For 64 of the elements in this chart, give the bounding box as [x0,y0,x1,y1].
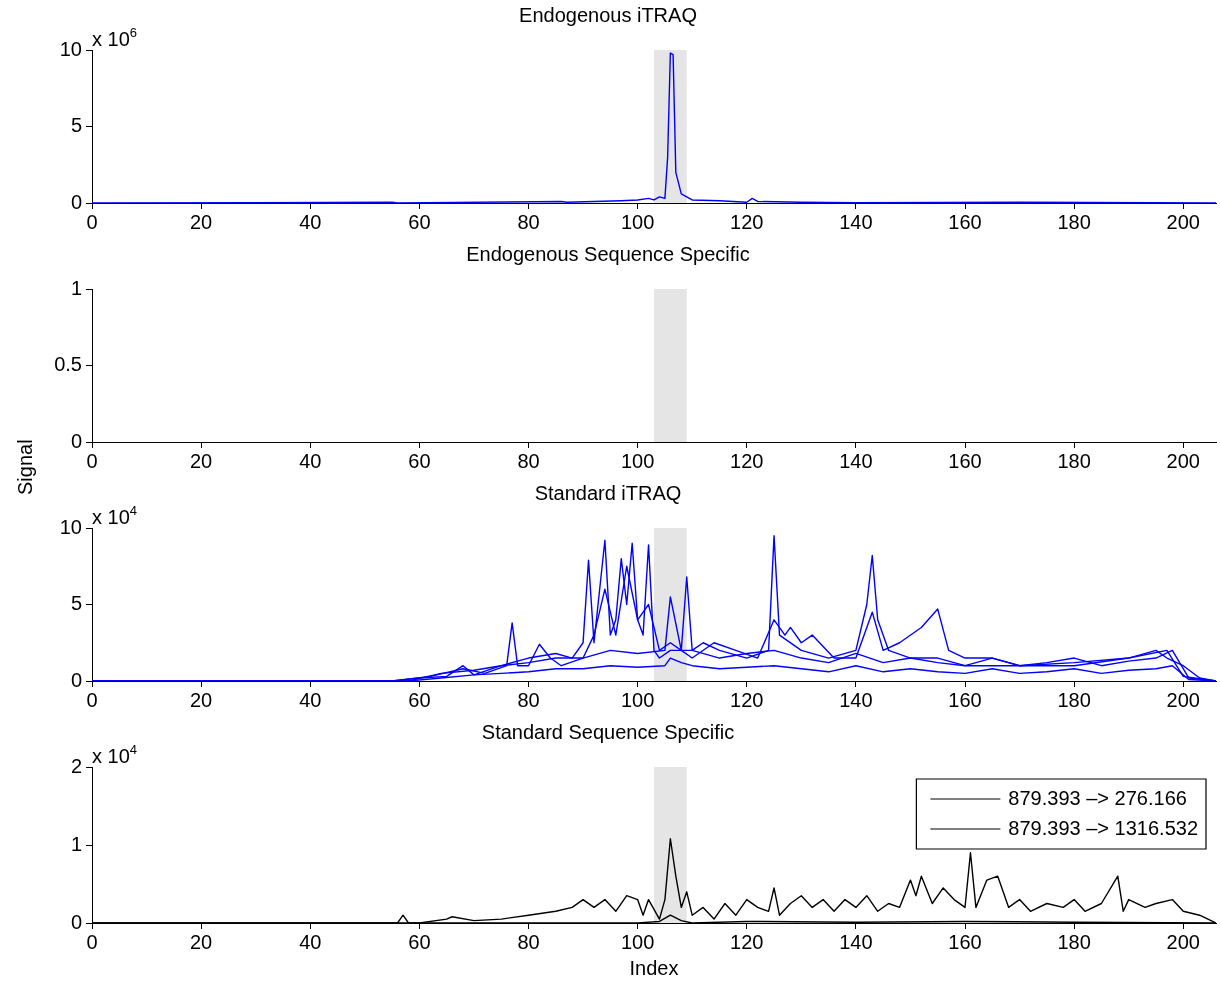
x-tick-label: 100 [620,449,655,472]
x-tick-label: 120 [730,688,764,711]
y-tick-label: 2 [70,754,82,777]
x-tick-label: 100 [620,210,655,233]
chart-title: Standard iTRAQ [534,481,682,504]
y-tick-label: 0 [70,190,82,213]
x-tick-label: 60 [408,210,431,233]
x-tick-label: 140 [839,688,873,711]
x-tick-label: 200 [1166,210,1200,233]
x-tick-label: 60 [408,688,431,711]
x-tick-label: 160 [948,210,982,233]
x-tick-label: 0 [86,688,98,711]
x-tick-label: 0 [86,210,98,233]
y-tick-label: 10 [59,515,82,538]
x-tick-label: 100 [620,930,655,953]
x-tick-label: 40 [299,210,322,233]
x-tick-label: 20 [190,210,213,233]
x-tick-label: 140 [839,210,873,233]
chart-title: Standard Sequence Specific [481,720,735,743]
x-tick-label: 80 [517,688,540,711]
y-tick-label: 1 [70,276,82,299]
x-tick-label: 120 [730,449,764,472]
x-tick-label: 20 [190,930,213,953]
x-tick-label: 200 [1166,688,1200,711]
legend-label: 879.393 –> 276.166 [1008,786,1187,809]
x-tick-label: 0 [86,449,98,472]
x-tick-label: 160 [948,449,982,472]
y-tick-label: 10 [59,37,82,60]
x-tick-label: 180 [1057,930,1091,953]
x-tick-label: 140 [839,449,873,472]
x-tick-label: 160 [948,930,982,953]
x-tick-label: 200 [1166,930,1200,953]
y-tick-label: 5 [70,114,82,137]
x-tick-label: 180 [1057,210,1091,233]
legend-label: 879.393 –> 1316.532 [1008,816,1199,839]
y-tick-label: 0.5 [54,353,82,376]
y-tick-label: 0 [70,429,82,452]
x-tick-label: 120 [730,930,764,953]
x-tick-label: 140 [839,930,873,953]
x-tick-label: 20 [190,688,213,711]
x-tick-label: 60 [408,449,431,472]
x-tick-label: 180 [1057,449,1091,472]
x-tick-label: 180 [1057,688,1091,711]
x-tick-label: 40 [299,688,322,711]
x-tick-label: 80 [517,210,540,233]
x-tick-label: 40 [299,930,322,953]
y-tick-label: 1 [70,832,82,855]
x-tick-label: 60 [408,930,431,953]
y-axis-title: Signal [13,439,37,495]
x-tick-label: 160 [948,688,982,711]
y-tick-label: 0 [70,910,82,933]
x-tick-label: 80 [517,449,540,472]
y-tick-label: 0 [70,668,82,691]
x-tick-label: 0 [86,930,98,953]
x-tick-label: 120 [730,210,764,233]
x-tick-label: 20 [190,449,213,472]
x-tick-label: 80 [517,930,540,953]
chart-title: Endogenous Sequence Specific [466,242,750,265]
x-tick-label: 100 [620,688,655,711]
y-tick-label: 5 [70,592,82,615]
chart-title: Endogenous iTRAQ [519,3,697,26]
x-tick-label: 200 [1166,449,1200,472]
x-tick-label: 40 [299,449,322,472]
x-axis-title: Index [629,956,679,979]
